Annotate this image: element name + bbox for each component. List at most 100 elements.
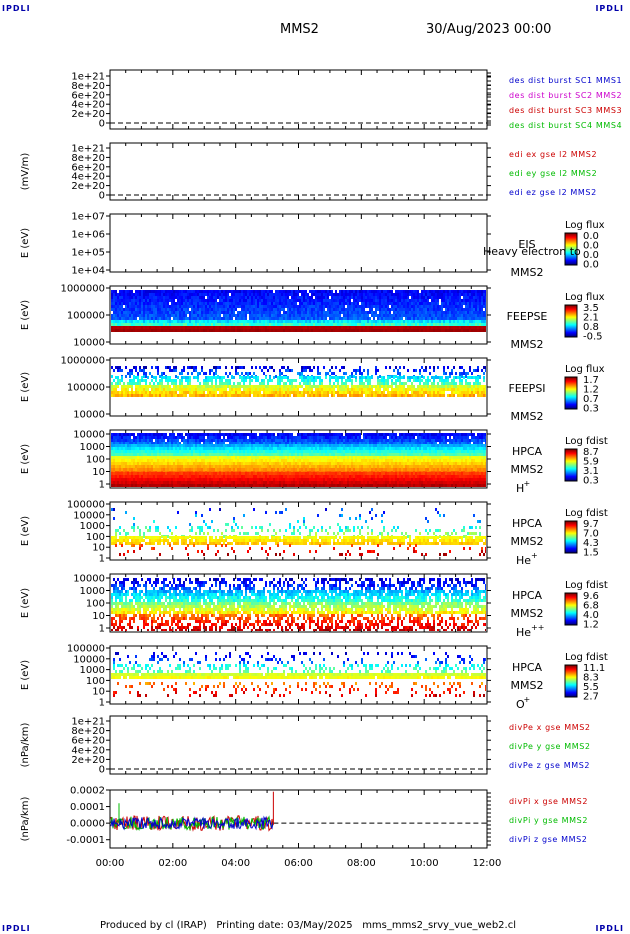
spectrogram-cell: [451, 372, 453, 375]
spectrogram-cell: [357, 326, 359, 329]
spectrogram-cell: [111, 394, 113, 397]
spectrogram-cell: [113, 388, 115, 391]
spectrogram-cell: [147, 475, 149, 478]
corner-mark-bl: IPDLI: [2, 924, 31, 933]
spectrogram-cell: [329, 391, 331, 394]
spectrogram-cell: [481, 290, 483, 293]
spectrogram-cell: [299, 305, 301, 308]
spectrogram-cell: [383, 320, 385, 323]
spectrogram-cell: [151, 465, 153, 468]
spectrogram-cell: [127, 296, 129, 299]
spectrogram-cell: [129, 375, 131, 378]
spectrogram-cell: [189, 376, 191, 379]
spectrogram-cell: [149, 382, 151, 385]
spectrogram-cell: [341, 382, 343, 385]
spectrogram-cell: [453, 385, 455, 388]
spectrogram-cell: [179, 308, 181, 311]
spectrogram-cell: [115, 382, 117, 385]
spectrogram-cell: [259, 299, 261, 302]
spectrogram-cell: [459, 376, 461, 379]
spectrogram-cell: [223, 323, 225, 326]
spectrogram-cell: [423, 299, 425, 302]
spectrogram-cell: [161, 391, 163, 394]
spectrogram-cell: [235, 366, 237, 369]
spectrogram-cell: [195, 290, 197, 293]
spectrogram-cell: [149, 290, 151, 293]
spectrogram-cell: [471, 320, 473, 323]
corner-mark-tl: IPDLI: [2, 4, 31, 13]
spectrogram-cell: [321, 311, 323, 314]
spectrogram-cell: [243, 302, 245, 305]
spectrogram-cell: [403, 382, 405, 385]
spectrogram-cell: [135, 444, 137, 447]
spectrogram-cell: [259, 329, 261, 332]
spectrogram-cell: [399, 326, 401, 329]
spectrogram-cell: [317, 296, 319, 299]
spectrogram-cell: [337, 299, 339, 302]
spectrogram-cell: [293, 308, 295, 311]
spectrogram-cell: [207, 329, 209, 332]
spectrogram-cell: [371, 376, 373, 379]
spectrogram-cell: [405, 299, 407, 302]
spectrogram-cell: [155, 311, 157, 314]
spectrogram-cell: [125, 314, 127, 317]
spectrogram-cell: [137, 436, 139, 439]
spectrogram-cell: [179, 385, 181, 388]
spectrogram-cell: [401, 308, 403, 311]
spectrogram-cell: [155, 314, 157, 317]
spectrogram-cell: [445, 299, 447, 302]
spectrogram-cell: [337, 382, 339, 385]
spectrogram-cell: [121, 323, 123, 326]
spectrogram-cell: [111, 475, 113, 478]
spectrogram-cell: [367, 305, 369, 308]
spectrogram-cell: [117, 450, 119, 453]
spectrogram-cell: [381, 302, 383, 305]
spectrogram-cell: [243, 311, 245, 314]
spectrogram-cell: [343, 394, 345, 397]
spectrogram-cell: [221, 302, 223, 305]
colorbar-segment: [565, 377, 577, 379]
spectrogram-cell: [263, 305, 265, 308]
spectrogram-cell: [129, 475, 131, 478]
spectrogram-cell: [387, 302, 389, 305]
spectrogram-cell: [209, 323, 211, 326]
spectrogram-cell: [457, 394, 459, 397]
spectrogram-cell: [287, 329, 289, 332]
spectrogram-cell: [339, 296, 341, 299]
spectrogram-cell: [357, 302, 359, 305]
spectrogram-cell: [425, 366, 427, 369]
spectrogram-cell: [239, 302, 241, 305]
spectrogram-cell: [139, 453, 141, 456]
spectrogram-cell: [303, 329, 305, 332]
spectrogram-cell: [423, 394, 425, 397]
spectrogram-cell: [311, 388, 313, 391]
spectrogram-cell: [129, 382, 131, 385]
spectrogram-cell: [151, 450, 153, 453]
spectrogram-cell: [377, 382, 379, 385]
spectrogram-cell: [223, 308, 225, 311]
spectrogram-cell: [141, 379, 143, 382]
spectrogram-cell: [119, 323, 121, 326]
spectrogram-cell: [145, 305, 147, 308]
spectrogram-cell: [201, 385, 203, 388]
spectrogram-cell: [287, 293, 289, 296]
spectrogram-cell: [115, 376, 117, 379]
spectrogram-cell: [193, 290, 195, 293]
spectrogram-cell: [457, 302, 459, 305]
spectrogram-cell: [411, 323, 413, 326]
spectrogram-cell: [129, 299, 131, 302]
spectrogram-cell: [479, 296, 481, 299]
spectrogram-cell: [271, 305, 273, 308]
colorbar-segment: [565, 307, 577, 309]
spectrogram-cell: [115, 475, 117, 478]
spectrogram-cell: [277, 376, 279, 379]
spectrogram-cell: [153, 320, 155, 323]
spectrogram-cell: [261, 320, 263, 323]
spectrogram-cell: [353, 369, 355, 372]
spectrogram-cell: [173, 385, 175, 388]
spectrogram-cell: [331, 305, 333, 308]
spectrogram-cell: [301, 296, 303, 299]
spectrogram-cell: [295, 308, 297, 311]
spectrogram-cell: [375, 372, 377, 375]
spectrogram-cell: [111, 433, 113, 436]
